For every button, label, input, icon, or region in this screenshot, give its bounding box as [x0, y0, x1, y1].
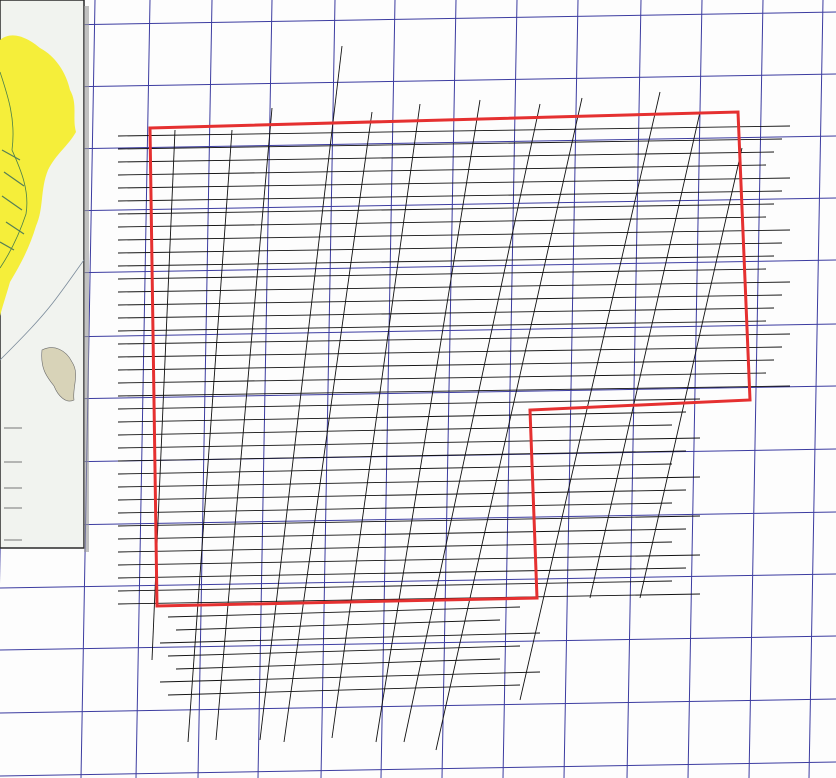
survey-line-oblique	[375, 99, 481, 743]
location-inset-map	[0, 0, 89, 552]
grid-meridian	[748, 0, 764, 778]
grid-meridian	[257, 0, 273, 778]
survey-line-east-west	[117, 229, 791, 241]
survey-line-east-west	[117, 320, 767, 332]
survey-line-east-west	[117, 333, 791, 345]
survey-line-east-west	[175, 619, 501, 631]
survey-line-oblique	[589, 111, 701, 599]
inset-island	[41, 347, 76, 402]
grid-parallel	[0, 73, 836, 89]
grid-parallel	[0, 573, 836, 589]
inset-landmass	[0, 35, 76, 317]
grid-parallel	[0, 259, 836, 275]
inset-region-pattern	[0, 149, 25, 251]
survey-line-oblique	[331, 103, 421, 739]
grid-parallel	[0, 385, 836, 401]
survey-line-grid	[117, 45, 791, 751]
survey-line-east-west	[117, 359, 775, 371]
survey-line-east-west	[117, 177, 791, 189]
survey-line-east-west	[175, 658, 501, 670]
grid-meridian	[320, 0, 336, 778]
survey-line-east-west	[117, 554, 701, 566]
survey-line-east-west	[117, 346, 783, 358]
survey-line-oblique	[259, 45, 343, 741]
survey-line-east-west	[117, 372, 767, 384]
survey-line-east-west	[117, 515, 701, 527]
grid-parallel	[0, 11, 836, 27]
survey-line-east-west	[117, 281, 791, 293]
grid-meridian	[197, 0, 213, 778]
survey-line-east-west	[117, 255, 775, 267]
grid-meridian	[135, 0, 151, 778]
survey-line-east-west	[159, 671, 541, 683]
survey-line-oblique	[519, 91, 661, 701]
inset-shadow	[84, 6, 89, 552]
inset-coast-line	[0, 259, 85, 361]
survey-line-east-west	[117, 268, 767, 280]
survey-line-east-west	[117, 476, 701, 488]
grid-parallel	[0, 323, 836, 339]
grid-meridian	[808, 0, 824, 778]
survey-line-east-west	[117, 216, 767, 228]
grid-parallel	[0, 635, 836, 651]
grid-meridian	[687, 0, 703, 778]
survey-line-east-west	[117, 489, 687, 501]
survey-line-east-west	[117, 398, 701, 410]
inset-legend	[4, 427, 22, 541]
survey-line-east-west	[117, 502, 673, 514]
survey-line-east-west	[117, 307, 775, 319]
survey-line-east-west	[117, 385, 791, 397]
survey-line-east-west	[117, 424, 673, 436]
survey-line-oblique	[215, 107, 273, 741]
survey-line-oblique	[187, 129, 233, 743]
grid-meridian	[380, 0, 396, 778]
inset-region-outline	[0, 71, 28, 269]
grid-parallel	[0, 511, 836, 527]
survey-line-east-west	[117, 567, 687, 579]
grid-parallel	[0, 698, 836, 714]
survey-area-boundary	[148, 110, 752, 608]
grid-parallel	[0, 761, 836, 777]
survey-line-east-west	[117, 437, 701, 449]
survey-line-oblique	[435, 97, 583, 751]
survey-line-east-west	[117, 151, 775, 163]
survey-line-oblique	[403, 103, 541, 743]
grid-parallel	[0, 135, 836, 151]
survey-line-east-west	[117, 463, 673, 475]
survey-line-east-west	[117, 580, 673, 592]
survey-line-east-west	[117, 125, 791, 137]
survey-line-east-west	[117, 242, 783, 254]
survey-line-east-west	[117, 294, 783, 306]
survey-line-east-west	[117, 164, 767, 176]
survey-line-oblique	[639, 147, 743, 599]
survey-line-east-west	[167, 684, 521, 696]
survey-line-east-west	[117, 450, 687, 462]
survey-line-east-west	[117, 203, 775, 215]
survey-line-oblique	[283, 111, 373, 743]
survey-line-east-west	[159, 632, 541, 644]
survey-line-east-west	[117, 138, 783, 150]
survey-line-east-west	[117, 528, 687, 540]
grid-parallel	[0, 197, 836, 213]
survey-line-east-west	[117, 593, 701, 605]
survey-line-east-west	[117, 190, 783, 202]
grid-meridian	[441, 0, 457, 778]
survey-line-east-west	[117, 541, 673, 553]
survey-line-east-west	[117, 411, 687, 423]
